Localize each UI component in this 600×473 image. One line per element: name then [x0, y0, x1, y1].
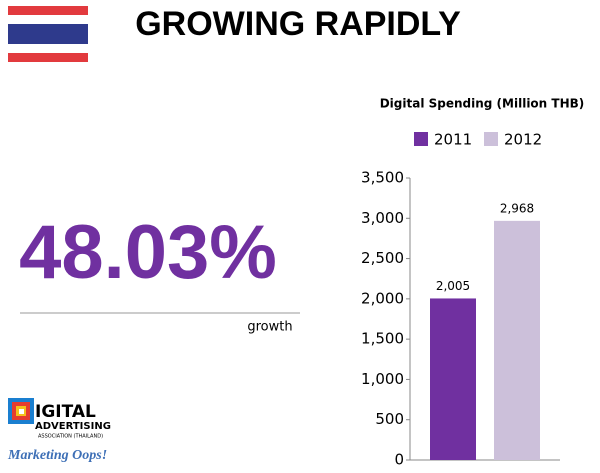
bar — [494, 220, 540, 460]
y-tick-label: 500 — [375, 410, 404, 428]
logo: IGITAL ADVERTISING ASSOCIATION (THAILAND… — [7, 398, 111, 463]
stat-value: 48.03% — [19, 210, 277, 295]
title: GROWING RAPIDLY — [135, 5, 461, 43]
chart-title: Digital Spending (Million THB) — [380, 97, 585, 111]
logo-line: ADVERTISING — [35, 421, 111, 432]
y-tick-label: 2,000 — [361, 289, 404, 307]
stat-caption: growth — [247, 320, 292, 335]
logo-mark: IGITAL — [35, 402, 96, 422]
value-label: 2,005 — [436, 279, 470, 293]
y-tick-label: 1,000 — [361, 370, 404, 388]
flag — [8, 6, 88, 62]
flag-blue — [8, 24, 88, 44]
legend-swatch — [414, 132, 428, 146]
legend-swatch — [484, 132, 498, 146]
logo-square — [19, 409, 24, 414]
legend-label: 2011 — [434, 131, 472, 149]
logo-line: ASSOCIATION (THAILAND) — [38, 434, 103, 440]
y-tick-label: 1,500 — [361, 330, 404, 348]
bar — [430, 298, 476, 460]
y-tick-label: 0 — [394, 451, 404, 469]
y-tick-label: 2,500 — [361, 249, 404, 267]
legend-label: 2012 — [504, 131, 542, 149]
brand: Marketing Oops! — [7, 448, 107, 463]
y-tick-label: 3,500 — [361, 169, 404, 187]
y-tick-label: 3,000 — [361, 209, 404, 227]
value-label: 2,968 — [500, 201, 534, 215]
chart: 0 500 1,000 1,500 2,000 2,500 3,000 3,500 2011 20… — [361, 131, 560, 469]
